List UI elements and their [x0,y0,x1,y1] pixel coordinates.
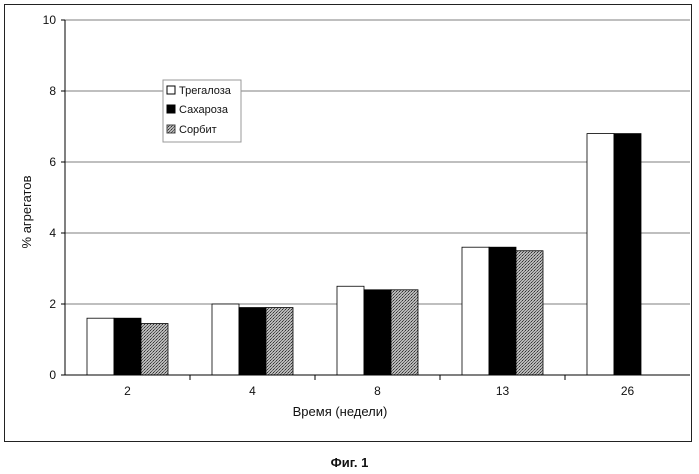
bar-trehalose-8 [337,286,364,375]
y-ticks: 0 2 4 6 8 10 [43,13,65,382]
x-tick-label: 8 [374,384,381,398]
bar-sorbitol-8 [391,290,418,375]
bar-trehalose-4 [212,304,239,375]
legend-label-sorbitol: Сорбит [179,124,217,136]
x-tick-label: 26 [621,384,635,398]
legend-label-trehalose: Трегалоза [179,85,232,97]
legend-swatch-sucrose [167,105,175,113]
bar-sucrose-26 [614,134,641,375]
y-tick-label: 4 [49,226,56,240]
y-tick-label: 2 [49,297,56,311]
y-axis-title: % агрегатов [19,175,34,248]
bar-sorbitol-2 [141,324,168,375]
legend-swatch-sorbitol [167,125,175,133]
legend: Трегалоза Сахароза Сорбит [163,80,241,142]
bars [87,134,641,375]
bar-sorbitol-13 [516,251,543,375]
y-tick-label: 10 [43,13,57,27]
legend-swatch-trehalose [167,86,175,94]
x-ticks: 2 4 8 13 26 [124,375,634,398]
bar-trehalose-2 [87,318,114,375]
bar-trehalose-13 [462,247,489,375]
x-axis-title: Время (недели) [293,404,388,419]
y-tick-label: 0 [49,368,56,382]
y-tick-label: 8 [49,84,56,98]
figure-caption: Фиг. 1 [0,455,699,470]
x-tick-label: 13 [496,384,510,398]
y-tick-label: 6 [49,155,56,169]
bar-sucrose-8 [364,290,391,375]
bar-trehalose-26 [587,134,614,375]
bar-sucrose-13 [489,247,516,375]
x-tick-label: 4 [249,384,256,398]
bar-sucrose-2 [114,318,141,375]
legend-label-sucrose: Сахароза [179,104,229,116]
x-tick-label: 2 [124,384,131,398]
bar-sorbitol-4 [266,308,293,375]
bar-sucrose-4 [239,308,266,375]
